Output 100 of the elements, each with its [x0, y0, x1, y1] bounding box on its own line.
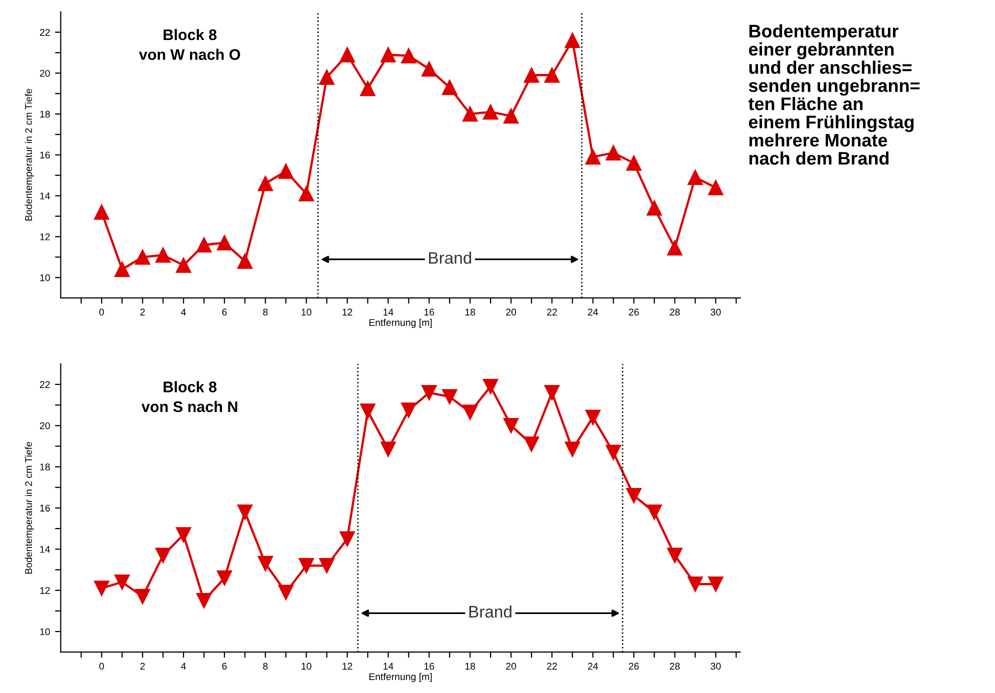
point	[155, 548, 171, 563]
point	[422, 61, 437, 77]
point	[134, 588, 150, 604]
x-tick-label: 26	[628, 662, 639, 670]
point	[503, 418, 519, 434]
point	[442, 80, 458, 96]
y-tick-label: 20	[40, 422, 50, 430]
point	[667, 548, 682, 563]
x-tick-label: 4	[181, 308, 186, 316]
point	[524, 68, 540, 83]
point	[708, 180, 724, 196]
point	[360, 80, 376, 96]
y-tick-label: 16	[40, 152, 50, 159]
x-tick-label: 10	[302, 308, 312, 316]
point	[544, 385, 560, 400]
y-tick-label: 22	[40, 381, 50, 388]
point	[196, 592, 212, 608]
x-tick-label: 2	[140, 662, 145, 670]
point	[708, 576, 724, 592]
x-tick-label: 4	[181, 662, 186, 670]
y-tick-label: 10	[40, 274, 50, 282]
x-tick-label: 12	[342, 308, 352, 316]
x-tick-label: 12	[342, 662, 352, 670]
point	[360, 404, 376, 419]
y-tick-label: 12	[40, 587, 50, 594]
x-tick-label: 16	[424, 662, 434, 670]
x-tick-label: 22	[547, 308, 557, 316]
y-tick-label: 16	[40, 504, 50, 512]
annotation: Brand	[429, 252, 472, 264]
x-tick-label: 8	[263, 662, 268, 670]
point	[114, 574, 130, 590]
y-tick-label: 18	[40, 110, 50, 118]
point	[114, 262, 130, 278]
x-tick-label: 20	[506, 308, 516, 316]
point	[237, 504, 253, 520]
y-tick-label: 22	[40, 28, 50, 36]
y-axis-title: Bodentemperatur in 2 cm Tiefe	[24, 88, 34, 221]
point	[134, 249, 150, 265]
point	[462, 106, 478, 122]
x-tick-label: 24	[588, 308, 598, 316]
x-tick-label: 0	[99, 308, 104, 316]
x-tick-label: 22	[547, 662, 557, 670]
text: Bodentemperatur einer gebrannten und der anschlies= senden ungebrann= ten Fläche an einem Frühlingstag mehrere Monate nach dem Brand	[748, 24, 920, 165]
y-tick-label: 12	[40, 233, 50, 240]
point	[646, 504, 662, 520]
point	[216, 570, 232, 586]
y-tick-label: 18	[40, 464, 50, 470]
point	[237, 254, 253, 269]
x-tick-label: 6	[222, 662, 227, 670]
point	[585, 149, 601, 165]
point	[176, 527, 192, 542]
text: Block 8 von S nach N	[141, 381, 238, 412]
x-axis-title: Entfernung [m]	[369, 318, 432, 328]
x-tick-label: 10	[302, 662, 312, 670]
x-tick-label: 14	[384, 662, 394, 670]
x-tick-label: 16	[424, 308, 434, 316]
point	[155, 247, 171, 263]
x-tick-label: 0	[99, 662, 104, 670]
x-tick-label: 20	[506, 662, 516, 670]
x-tick-label: 30	[710, 308, 721, 316]
point	[258, 176, 274, 192]
y-axis-title: Bodentemperatur in 2 cm Tiefe	[24, 442, 34, 574]
x-tick-label: 28	[670, 662, 680, 670]
point	[340, 531, 355, 546]
x-tick-label: 28	[670, 308, 680, 316]
x-tick-label: 8	[263, 308, 268, 316]
point	[544, 68, 560, 83]
x-tick-label: 14	[384, 308, 394, 316]
point	[606, 444, 622, 460]
text: Block 8 von W nach O	[138, 28, 240, 60]
point	[278, 164, 294, 179]
point	[380, 442, 396, 457]
point	[503, 108, 519, 124]
point	[340, 47, 355, 62]
x-tick-label: 24	[588, 662, 598, 670]
point	[442, 389, 458, 404]
x-tick-label: 30	[710, 662, 721, 670]
y-tick-label: 14	[40, 546, 50, 553]
point	[298, 186, 314, 202]
point	[688, 170, 703, 186]
point	[688, 576, 703, 592]
point	[646, 200, 662, 216]
point	[422, 385, 437, 400]
point	[216, 235, 232, 250]
point	[606, 145, 622, 160]
y-tick-label: 10	[40, 628, 50, 636]
point	[319, 558, 334, 574]
point	[482, 378, 498, 394]
point	[94, 580, 110, 596]
point	[176, 258, 192, 273]
point	[258, 556, 274, 572]
x-tick-label: 26	[628, 308, 639, 316]
point	[401, 48, 416, 64]
point	[380, 47, 396, 62]
point	[196, 237, 212, 252]
x-tick-label: 6	[222, 308, 227, 316]
point	[319, 70, 334, 85]
x-tick-label: 18	[465, 308, 476, 316]
x-tick-label: 18	[465, 662, 476, 670]
x-tick-label: 2	[140, 308, 145, 316]
